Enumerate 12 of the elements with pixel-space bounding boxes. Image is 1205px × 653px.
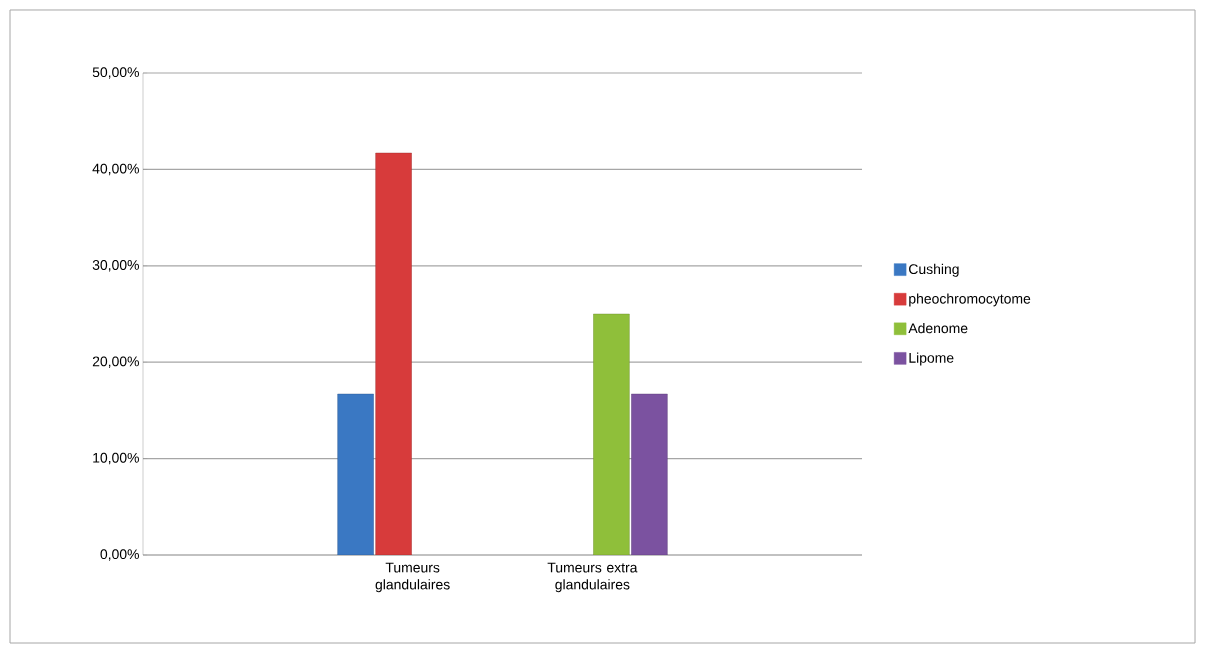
y-tick-label: 40,00% (92, 163, 139, 176)
legend-label: Lipome (909, 352, 954, 366)
y-tick-label: 10,00% (93, 452, 139, 465)
x-tick-label: Tumeurs glandulaires (375, 562, 450, 593)
legend-label: pheochromocytome (909, 293, 1031, 307)
y-tick-label: 30,00% (92, 260, 139, 272)
x-tick-label: Tumeurs extra glandulaires (547, 562, 638, 593)
y-tick-label: 20,00% (92, 356, 139, 368)
y-tick-label: 0,00% (100, 549, 139, 561)
legend-label: Cushing (909, 263, 959, 277)
y-tick-label: 50,00% (92, 67, 139, 79)
legend-label: Adenome (908, 322, 968, 334)
